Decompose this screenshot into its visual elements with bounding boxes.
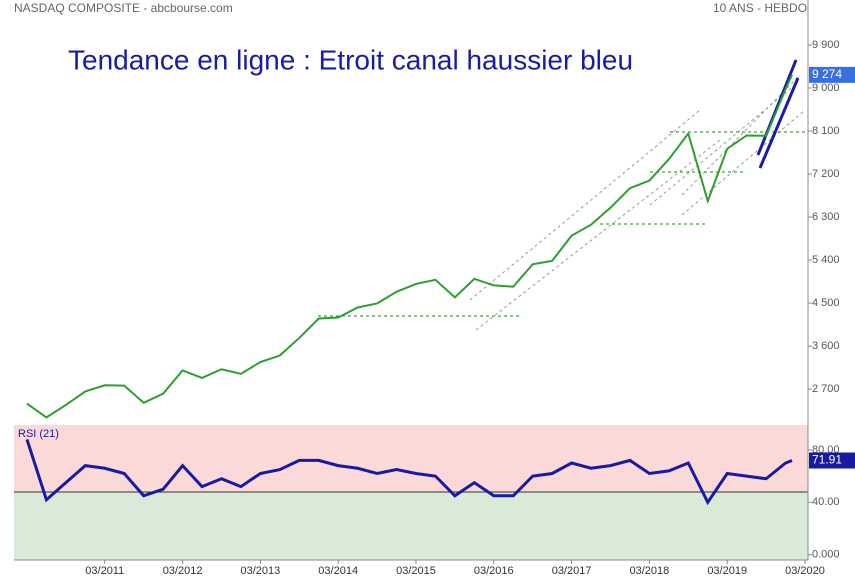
trend-channels <box>469 74 806 331</box>
x-tick-label: 03/2018 <box>630 565 670 577</box>
series-line <box>25 438 793 506</box>
y-tick-label: 2 700 <box>812 383 840 395</box>
x-tick-label: 03/2011 <box>85 565 124 577</box>
y-tick-label: 9 900 <box>812 39 840 51</box>
last-value-box <box>809 452 855 469</box>
rsi-title: RSI (21) <box>18 428 59 440</box>
y-tick-label: 5 400 <box>812 254 840 266</box>
chart-title: Tendance en ligne : Etroit canal haussie… <box>68 44 633 75</box>
y-tick-label: 3 600 <box>812 340 840 352</box>
x-tick-label: 03/2019 <box>707 565 747 577</box>
support-lines <box>318 131 808 317</box>
last-value-box <box>809 66 855 83</box>
y-tick-label: 6 300 <box>812 211 840 223</box>
x-tick-label: 03/2020 <box>785 565 825 577</box>
header-right: 10 ANS - HEBDO <box>713 1 807 15</box>
header-left: NASDAQ COMPOSITE - abcbourse.com <box>14 1 233 15</box>
x-tick-label: 03/2016 <box>474 565 514 577</box>
y-tick-label: 40.00 <box>812 496 840 508</box>
series-line <box>26 74 793 419</box>
y-tick-label: 4 500 <box>812 297 840 309</box>
last-value-label: 9 274 <box>812 67 842 81</box>
rsi-overbought-zone <box>14 425 808 492</box>
x-tick-label: 03/2013 <box>240 565 280 577</box>
rsi-oversold-zone <box>14 492 808 560</box>
y-tick-label: 0.000 <box>812 549 840 561</box>
x-tick-label: 03/2012 <box>163 565 203 577</box>
x-tick-label: 03/2017 <box>552 565 592 577</box>
y-tick-label: 9 000 <box>812 82 840 94</box>
y-tick-label: 7 200 <box>812 168 840 180</box>
y-tick-label: 8 100 <box>812 125 840 137</box>
last-value-label: 71.91 <box>812 453 842 467</box>
x-tick-label: 03/2014 <box>318 565 358 577</box>
x-tick-label: 03/2015 <box>396 565 436 577</box>
